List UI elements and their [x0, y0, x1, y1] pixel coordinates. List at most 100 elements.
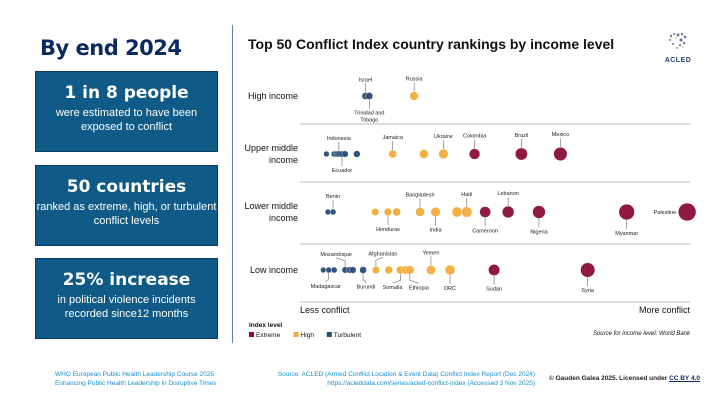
- chart-title: Top 50 Conflict Index country rankings b…: [248, 36, 615, 52]
- country-label: DRC: [444, 286, 456, 292]
- slide-title: By end 2024: [40, 36, 182, 60]
- country-label: India: [430, 228, 443, 234]
- legend-title: Index level: [249, 322, 282, 329]
- data-point-turbulent: [323, 150, 330, 158]
- data-point-bangladesh: [415, 207, 425, 217]
- data-point-burundi: [359, 266, 367, 274]
- data-point-palestine: [678, 202, 697, 222]
- leader-line: [392, 274, 401, 284]
- data-point-yemen: [426, 265, 436, 275]
- country-label: Syria: [581, 288, 594, 294]
- data-point-turbulent: [349, 266, 357, 274]
- row-label: Lower middle: [244, 201, 298, 211]
- legend-swatch-high: [293, 332, 299, 337]
- acled-logo: ACLED: [660, 30, 696, 64]
- data-point-high: [392, 207, 401, 217]
- copyright-notice: © Gauden Galea 2025. Licensed under CC B…: [549, 375, 700, 382]
- stat-box-increase: 25% increase in political violence incid…: [35, 258, 218, 339]
- data-point-ukraine: [438, 148, 449, 160]
- country-label: Trinidad and: [354, 111, 384, 117]
- data-point-high: [419, 149, 429, 159]
- data-point-madagascar: [325, 266, 332, 274]
- leader-line: [325, 272, 330, 283]
- country-label: Palestine: [654, 210, 677, 216]
- stat-description: ranked as extreme, high, or turbulent co…: [36, 201, 217, 227]
- country-label: Ecuador: [332, 168, 353, 174]
- data-point-high: [451, 206, 463, 218]
- stat-box-people: 1 in 8 people were estimated to have bee…: [35, 71, 218, 152]
- country-label: Bangladesh: [405, 193, 434, 199]
- legend-label-turbulent: Turbulent: [334, 332, 361, 339]
- data-point-lebanon: [502, 205, 515, 219]
- leader-line: [362, 273, 367, 283]
- data-point-brazil: [515, 147, 528, 161]
- country-label: Haiti: [461, 192, 472, 198]
- stat-headline: 25% increase: [62, 270, 191, 290]
- leader-line: [409, 274, 419, 284]
- data-point-haiti: [461, 206, 473, 218]
- country-label: Russia: [406, 77, 424, 83]
- data-point-myanmar: [618, 203, 635, 221]
- country-label: Mozambique: [320, 252, 352, 258]
- country-label: Ethiopia: [409, 285, 430, 291]
- country-label: Jamaica: [382, 135, 403, 141]
- data-point-cameroon: [479, 206, 491, 218]
- country-label: Indonesia: [327, 136, 352, 142]
- source-citation: Source: ACLED (Armed Conflict Location &…: [277, 371, 535, 387]
- country-label: Yemen: [422, 250, 439, 256]
- legend-swatch-turbulent: [326, 332, 332, 337]
- country-label: Somalia: [383, 285, 404, 291]
- row-label: income: [269, 213, 298, 223]
- stat-description: in political violence incidents recorded…: [57, 294, 196, 320]
- data-point-jamaica: [388, 149, 397, 159]
- axis-label-right: More conflict: [639, 305, 691, 315]
- data-point-india: [430, 207, 441, 217]
- country-label: Mexico: [552, 132, 569, 138]
- country-label: Myanmar: [615, 231, 638, 237]
- country-label: Afghanistan: [368, 251, 397, 257]
- row-label: income: [269, 155, 298, 165]
- data-point-nigeria: [532, 205, 546, 219]
- country-label: Burundi: [357, 285, 376, 291]
- country-label: Nigeria: [530, 229, 548, 235]
- country-label: Honduras: [376, 227, 400, 233]
- data-point-benin: [329, 208, 337, 216]
- data-point-high: [371, 208, 380, 216]
- data-point-turbulent: [341, 150, 349, 158]
- vertical-divider: [232, 25, 233, 343]
- row-label: Low income: [250, 265, 298, 275]
- country-label: Sudan: [486, 287, 502, 293]
- country-label: Cameroon: [472, 229, 498, 235]
- leader-line: [336, 257, 346, 267]
- country-label: Tobago: [360, 118, 378, 124]
- stat-headline: 1 in 8 people: [64, 83, 189, 103]
- country-label: Israel: [359, 77, 372, 83]
- data-point-turbulent: [330, 266, 338, 274]
- legend-swatch-extreme: [249, 332, 254, 337]
- legend-label-extreme: Extreme: [256, 332, 281, 339]
- data-point-colombia: [469, 148, 481, 160]
- data-point-ethiopia: [405, 265, 415, 275]
- stat-headline: 50 countries: [66, 177, 187, 197]
- country-label: Colombia: [463, 134, 487, 140]
- income-source-note: Source for income level: World Bank: [593, 331, 691, 337]
- data-point-sudan: [488, 264, 500, 276]
- data-point-trinidad-and-tobago: [365, 92, 374, 100]
- data-point-high: [384, 265, 393, 275]
- country-label: Lebanon: [497, 191, 518, 197]
- globe-dots-icon: [669, 32, 687, 49]
- row-label: Upper middle: [244, 143, 298, 153]
- data-point-turbulent: [353, 150, 361, 158]
- country-label: Brazil: [515, 133, 529, 139]
- axis-label-left: Less conflict: [300, 305, 350, 315]
- country-label: Benin: [326, 194, 340, 200]
- data-point-drc: [444, 264, 456, 276]
- stat-box-countries: 50 countries ranked as extreme, high, or…: [35, 165, 218, 246]
- stat-description: were estimated to have been exposed to c…: [55, 107, 198, 133]
- data-point-mexico: [553, 147, 568, 161]
- course-info: WHO European Public Health Leadership Co…: [55, 371, 217, 387]
- license-link[interactable]: CC BY 4.0: [669, 375, 700, 382]
- leader-line: [375, 257, 384, 267]
- data-point-honduras: [383, 207, 393, 217]
